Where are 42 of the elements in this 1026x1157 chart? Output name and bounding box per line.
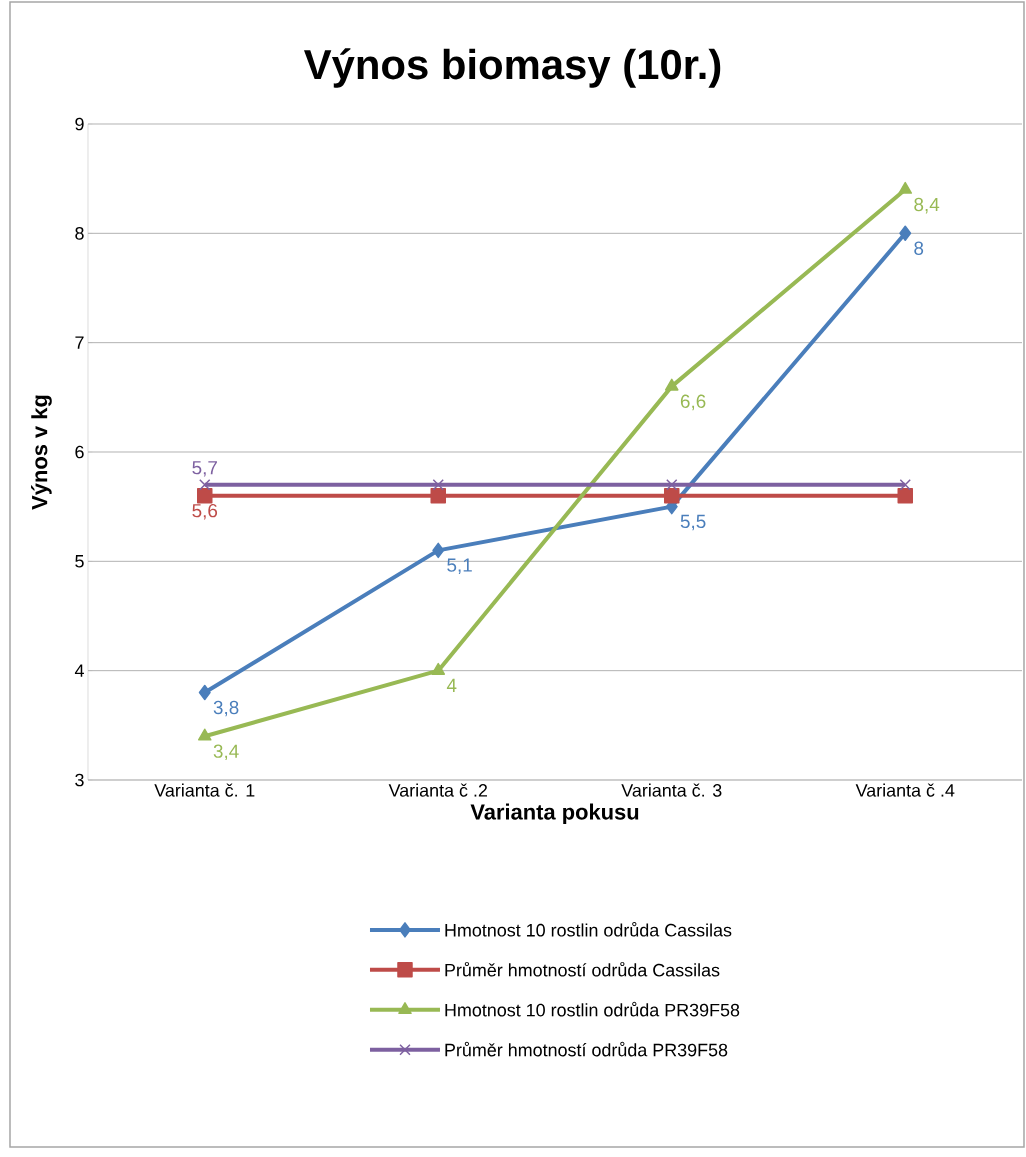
x-tick-label: Varianta č .2 [388, 783, 488, 797]
point [431, 662, 446, 675]
data-label: 5,5 [680, 514, 706, 531]
data-label: 8,4 [914, 197, 940, 214]
legend-label: Průměr hmotností odrůda Cassilas [445, 961, 720, 977]
x-tick-label: Varianta č. 1 [154, 783, 255, 797]
data-label: 8 [914, 241, 924, 255]
point [199, 479, 211, 491]
point [432, 542, 445, 559]
point [899, 225, 912, 242]
x-tick-label: Varianta č .4 [855, 783, 955, 797]
y-tick-label: 8 [75, 226, 84, 240]
y-tick-label: 6 [75, 445, 84, 459]
chart-title: Výnos biomasy (10r.) [303, 48, 721, 88]
point [899, 479, 911, 491]
point [198, 684, 211, 701]
x-tick-label: Varianta č. 3 [621, 783, 722, 797]
data-label: 4 [446, 678, 457, 692]
point [197, 487, 213, 504]
point [430, 487, 446, 504]
y-tick-label: 9 [75, 117, 84, 131]
y-tick-label: 7 [75, 336, 84, 349]
legend-label: Hmotnost 10 rostlin odrůda PR39F58 [445, 1001, 740, 1017]
legend-label: Hmotnost 10 rostlin odrůda Cassilas [445, 921, 732, 937]
point [432, 479, 444, 491]
y-tick-label: 4 [74, 664, 84, 677]
x-axis-title: Varianta pokusu [470, 803, 639, 825]
data-label: 6,6 [680, 394, 706, 411]
point [664, 378, 679, 391]
y-tick-label: 5 [75, 555, 84, 568]
point [197, 728, 212, 741]
y-tick-label: 3 [75, 773, 84, 787]
data-label: 3,4 [213, 744, 239, 761]
point [897, 487, 913, 504]
data-label: 5,6 [192, 503, 218, 520]
point [664, 487, 680, 504]
data-label: 5,7 [192, 461, 217, 477]
data-label: 3,8 [213, 700, 239, 717]
y-axis-title: Výnos v kg [31, 395, 52, 510]
data-label: 5,1 [447, 558, 472, 575]
point [666, 479, 678, 491]
legend-label: Průměr hmotností odrůda PR39F58 [445, 1041, 728, 1057]
